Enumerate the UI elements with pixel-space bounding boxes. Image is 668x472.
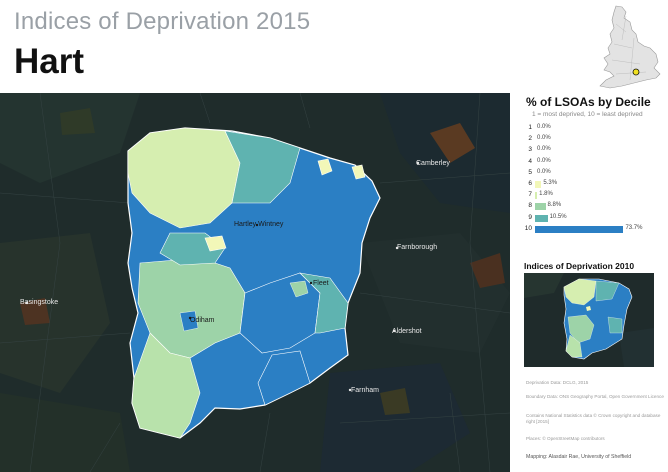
hart-district	[127, 127, 381, 439]
farnham-dot	[348, 388, 352, 392]
decile-row-3: 3 0.0%	[522, 146, 668, 155]
decile-percent-label: 0.0%	[537, 135, 551, 142]
decile-number: 7	[528, 191, 532, 199]
aldershot-dot	[392, 329, 396, 333]
farnborough-dot	[395, 246, 399, 250]
map-title: Hart	[14, 42, 85, 81]
decile-percent-label: 8.8%	[547, 202, 562, 209]
legend-panel: % of LSOAs by Decile 1 = most deprived, …	[510, 93, 668, 472]
id2010-mini-map	[524, 273, 654, 367]
decile-row-1: 1 0.0%	[522, 124, 668, 133]
decile-row-6: 6 5.3%	[522, 180, 668, 189]
map-subtitle: Indices of Deprivation 2015	[14, 8, 311, 35]
decile-percent-label: 0.0%	[537, 146, 551, 153]
decile-percent-label: 0.0%	[537, 168, 551, 175]
camberley-dot	[416, 161, 420, 165]
label-hartley-wintney: Hartley Wintney	[234, 221, 284, 228]
place-labels: Camberley Hartley Wintney Farnborough Fl…	[20, 160, 450, 394]
decile-number: 4	[528, 157, 532, 165]
england-locator-map	[599, 5, 661, 89]
decile-row-7: 7 1.8%	[522, 191, 668, 200]
hart-location-marker	[632, 68, 640, 76]
decile-percent-label: 0.0%	[537, 124, 551, 130]
decile-number: 2	[528, 135, 532, 143]
label-basingstoke: Basingstoke	[20, 299, 58, 306]
decile-chart-note: 1 = most deprived, 10 = least deprived	[532, 111, 643, 118]
decile-percent-label: 10.5%	[549, 213, 567, 220]
decile-row-8: 8 8.8%	[522, 202, 668, 211]
id2010-title: Indices of Deprivation 2010	[524, 261, 635, 271]
decile-percent-label: 73.7%	[625, 224, 643, 231]
decile-bar	[535, 214, 548, 222]
main-map[interactable]: Camberley Hartley Wintney Farnborough Fl…	[0, 93, 510, 472]
credit-line: Boundary Data: ONS Geography Portal, Ope…	[526, 394, 664, 399]
main-map-canvas: Camberley Hartley Wintney Farnborough Fl…	[0, 93, 510, 472]
decile-row-5: 5 0.0%	[522, 169, 668, 178]
label-farnham: Farnham	[351, 387, 379, 394]
mapping-credit: Mapping: Alasdair Rae, University of She…	[526, 454, 632, 460]
label-camberley: Camberley	[416, 160, 450, 167]
decile-number: 6	[528, 180, 532, 187]
decile-percent-label: 5.3%	[543, 180, 558, 186]
credit-line: Contains National Statistics data © Crow…	[526, 413, 661, 424]
decile-number: 1	[528, 124, 532, 131]
label-odiham: Odiham	[190, 317, 215, 324]
decile-chart-title: % of LSOAs by Decile	[526, 95, 651, 109]
label-farnborough: Farnborough	[397, 244, 437, 251]
decile-bar	[535, 181, 542, 188]
decile-bar	[535, 203, 546, 211]
decile-row-2: 2 0.0%	[522, 135, 668, 144]
decile-number: 8	[528, 202, 532, 210]
header: Indices of Deprivation 2015 Hart	[0, 0, 668, 93]
credit-line: Deprivation Data: DCLG, 2015	[526, 380, 589, 385]
decile-number: 10	[524, 224, 532, 232]
decile-bar	[535, 225, 624, 233]
fleet-dot	[309, 281, 313, 285]
basingstoke-dot	[25, 301, 29, 305]
hartley-wintney-dot	[255, 223, 259, 227]
decile-number: 9	[528, 213, 532, 221]
decile-number: 3	[528, 146, 532, 154]
decile-percent-label: 1.8%	[539, 191, 553, 198]
decile-bar	[535, 192, 538, 200]
decile-row-4: 4 0.0%	[522, 158, 668, 167]
credit-line: Places: © OpenStreetMap contributors	[526, 436, 605, 441]
decile-number: 5	[528, 168, 532, 176]
label-aldershot: Aldershot	[392, 328, 422, 335]
odiham-dot	[188, 316, 192, 320]
label-fleet: Fleet	[313, 280, 329, 287]
decile-row-9: 9 10.5%	[522, 214, 668, 223]
decile-row-10: 10 73.7%	[522, 225, 668, 234]
england-outline	[599, 5, 661, 89]
decile-percent-label: 0.0%	[537, 157, 551, 164]
